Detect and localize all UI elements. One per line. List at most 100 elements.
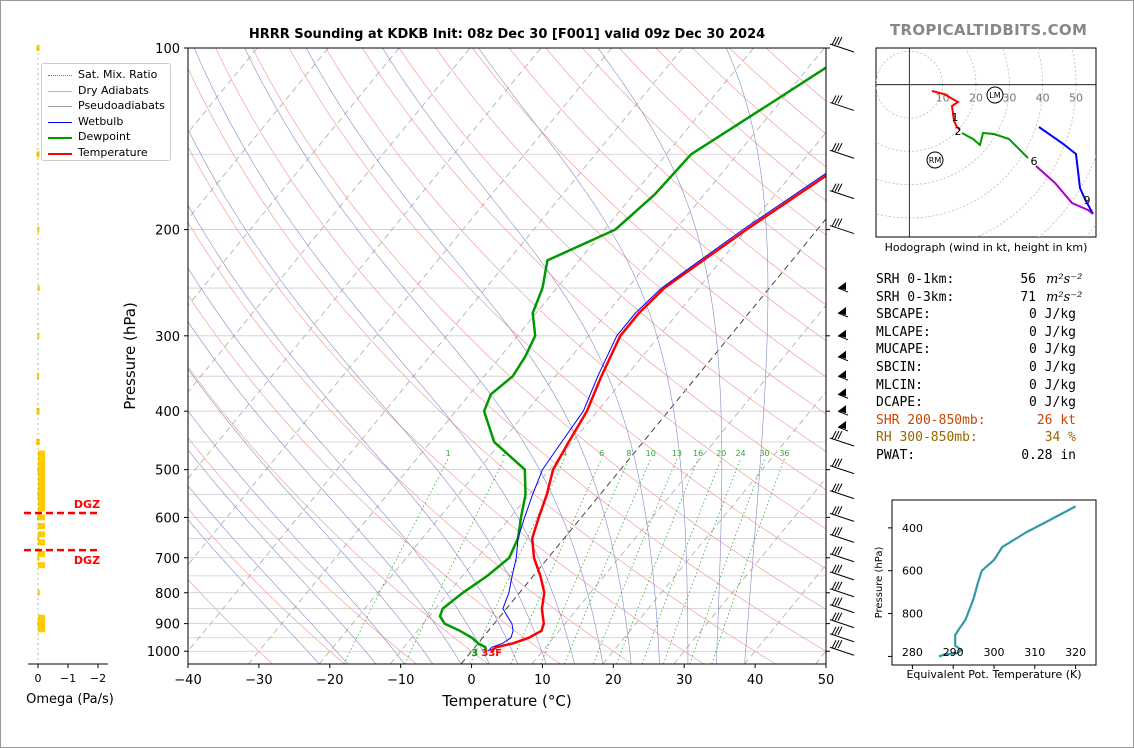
wind-barb-feather <box>831 597 837 606</box>
wind-barb-shaft <box>829 533 855 543</box>
omega-bar <box>38 466 45 473</box>
wind-barb <box>837 282 849 293</box>
wind-barb-feather <box>831 218 837 227</box>
mixing-ratio-label: 6 <box>599 449 604 458</box>
parameter-row: SBCIN: 0 J/kg <box>876 360 1106 378</box>
wind-barb-flag <box>838 307 846 316</box>
theta-e-y-tick-label: 600 <box>902 565 923 578</box>
mixing-ratio-label: 16 <box>693 449 703 458</box>
omega-bar <box>38 551 45 558</box>
wind-barb-feather <box>837 612 843 621</box>
isotherm-line <box>673 477 826 664</box>
wind-barb-feather <box>837 458 843 467</box>
wind-barb-feather <box>831 506 837 515</box>
wind-barb-shaft <box>829 149 855 159</box>
mixing-ratio-line <box>404 458 505 664</box>
isotherm-line <box>188 48 400 307</box>
mixing-ratio-line <box>343 458 449 664</box>
wind-barb-feather <box>837 639 843 649</box>
wind-barb <box>829 527 855 543</box>
omega-bar <box>36 439 40 446</box>
mixing-ratio-label: 13 <box>672 449 682 458</box>
theta-e-x-tick-label: 310 <box>1024 646 1045 659</box>
wind-barb-feather <box>831 612 837 621</box>
wind-barb-shaft <box>837 287 849 293</box>
dry-adiabat-line <box>472 48 826 378</box>
wind-barb-feather <box>834 626 840 636</box>
chart-title: HRRR Sounding at KDKB Init: 08z Dec 30 [… <box>248 27 766 42</box>
dry-adiabat-line <box>508 48 826 342</box>
hodograph-height-label: 9 <box>1084 194 1091 207</box>
omega-bar <box>38 539 45 546</box>
temperature-profile-line <box>489 174 826 653</box>
dry-adiabat-line <box>188 294 561 664</box>
wind-barb-flag <box>838 329 846 338</box>
wind-barb-shaft <box>829 633 855 643</box>
wind-barb-flag <box>838 282 846 291</box>
isotherm-line <box>460 218 826 664</box>
wind-barb-feather <box>834 183 840 192</box>
wind-barb <box>829 36 855 53</box>
theta-e-y-tick-label: 400 <box>902 522 923 535</box>
wetbulb-profile-line <box>487 172 826 652</box>
wind-barb-shaft <box>829 43 855 53</box>
wind-barb-feather <box>831 626 837 636</box>
theta-e-y-tick-label: 800 <box>902 608 923 621</box>
wind-barb-flag <box>838 350 846 359</box>
y-tick-label: 400 <box>155 405 180 420</box>
wind-barb <box>829 218 855 235</box>
y-tick-label: 300 <box>155 330 180 345</box>
y-tick-label: 800 <box>155 587 180 602</box>
mixing-ratio-label: 8 <box>626 449 631 458</box>
x-tick-label: 30 <box>676 673 693 688</box>
dry-adiabat-line <box>188 221 633 664</box>
mixing-ratio-label: 2 <box>502 449 507 458</box>
wind-barb-feather <box>834 581 840 590</box>
wind-barb-shaft <box>829 190 855 200</box>
pseudoadiabat-line <box>382 48 660 664</box>
wind-barb-feather <box>834 506 840 515</box>
dry-adiabat-line <box>188 437 417 664</box>
y-tick-label: 100 <box>155 42 180 57</box>
hodograph-trace <box>961 131 1029 159</box>
pseudoadiabat-line <box>188 519 320 664</box>
mixing-ratio-line <box>663 458 741 664</box>
wind-barb <box>837 370 849 381</box>
mixing-ratio-line <box>510 458 602 664</box>
theta-e-x-tick-label: 320 <box>1065 646 1086 659</box>
wind-barb <box>829 506 855 522</box>
wind-barb-feather <box>831 95 837 104</box>
parameter-label: SHR 200-850mb: <box>876 412 986 428</box>
wind-barb <box>837 388 849 399</box>
parameter-label: MLCAPE: <box>876 324 931 340</box>
dry-adiabat-line <box>362 48 826 491</box>
skewt-frame <box>187 47 827 665</box>
parameter-unit: m²s⁻² <box>1046 289 1083 305</box>
omega-tick-label: −2 <box>90 672 106 685</box>
theta-e-line <box>938 505 1077 658</box>
wind-barb <box>829 483 855 500</box>
wind-barb-feather <box>837 597 843 606</box>
wind-barb-feather <box>831 458 837 467</box>
parameter-row: MUCAPE: 0 J/kg <box>876 342 1106 360</box>
parameter-label: SRH 0-1km: <box>876 272 955 287</box>
dry-adiabat-line <box>288 48 826 570</box>
parameter-row: RH 300-850mb: 34 % <box>876 430 1106 448</box>
parameters-panel: SRH 0-1km: m²s⁻² 56 SRH 0-3km: m²s⁻² 71 SBCAPE… <box>876 272 1106 466</box>
wind-barb-feather <box>834 430 840 440</box>
hodograph-ring-label: 50 <box>1069 92 1083 105</box>
wind-barb-feather <box>831 183 837 192</box>
dry-adiabat-line <box>188 366 489 664</box>
pseudoadiabat-line <box>244 48 604 664</box>
wind-barb <box>829 612 855 629</box>
omega-bar <box>38 496 45 503</box>
wind-barb-feather <box>831 527 837 536</box>
pseudoadiabat-line <box>597 48 723 664</box>
wind-barb-shaft <box>829 604 855 614</box>
wind-barb-shaft <box>829 512 855 522</box>
theta-e-area <box>938 505 1077 658</box>
parameter-label: PWAT: <box>876 447 916 463</box>
y-tick-label: 200 <box>155 224 180 239</box>
parameter-row: MLCAPE: 0 J/kg <box>876 325 1106 343</box>
mixing-ratio-line <box>616 458 699 664</box>
